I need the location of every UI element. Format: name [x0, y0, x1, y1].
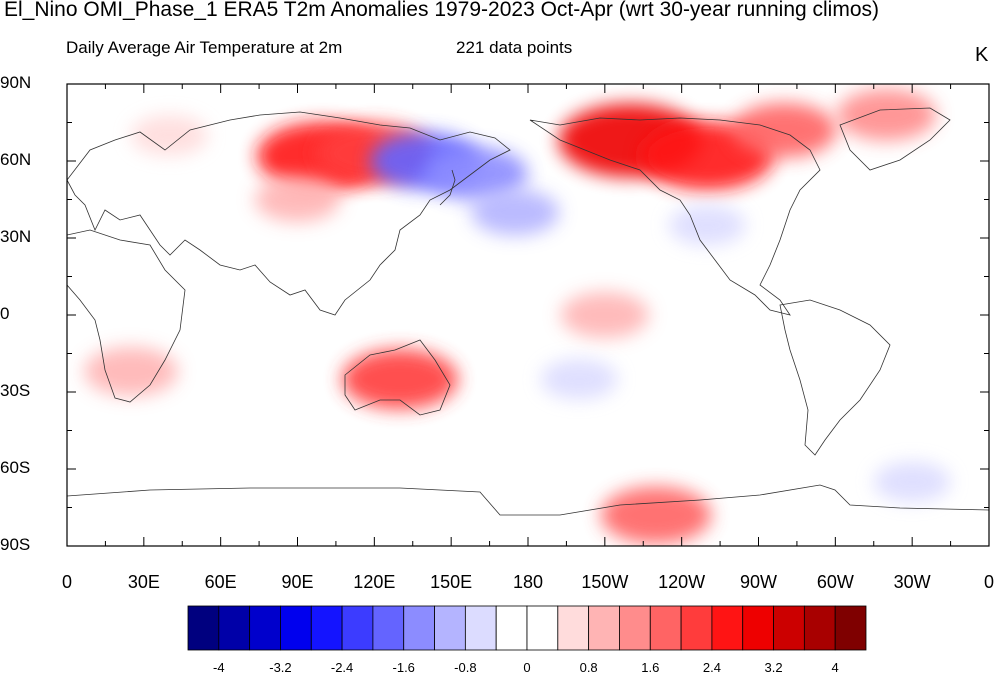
latitude-label: 60S: [0, 458, 31, 477]
colorbar-label: 3.2: [764, 660, 783, 675]
anomaly-region: [600, 486, 712, 544]
colorbar-swatch: [403, 605, 435, 651]
colorbar-swatch: [711, 605, 744, 651]
colorbar-label: -3.2: [269, 660, 292, 675]
anomaly-shading: [84, 89, 951, 544]
longitude-label: 180: [512, 572, 544, 592]
variable-subtitle: Daily Average Air Temperature at 2m: [66, 38, 343, 57]
longitude-label: 30W: [893, 572, 931, 592]
colorbar-swatch: [557, 605, 590, 651]
colorbar-swatch: [218, 605, 251, 651]
anomaly-region: [540, 358, 618, 400]
latitude-label: 30N: [0, 227, 32, 246]
longitude-label: 90E: [281, 572, 314, 592]
longitude-label: 30E: [127, 572, 160, 592]
colorbar: [187, 605, 867, 651]
longitude-label: 0: [983, 572, 995, 592]
figure-title: El_Nino OMI_Phase_1 ERA5 T2m Anomalies 1…: [4, 0, 880, 21]
longitude-label: 150E: [430, 572, 473, 592]
colorbar-swatch: [187, 605, 220, 651]
colorbar-label: -0.8: [454, 660, 477, 675]
longitude-label: 60E: [204, 572, 237, 592]
colorbar-swatch: [495, 605, 528, 651]
colorbar-swatch: [803, 605, 836, 651]
colorbar-label: 0: [523, 660, 531, 675]
anomaly-region: [471, 189, 560, 236]
latitude-label: 90S: [0, 535, 31, 554]
colorbar-swatch: [588, 605, 620, 651]
anomaly-region: [254, 177, 341, 222]
anomaly-region: [425, 147, 528, 201]
anomaly-region: [560, 292, 649, 338]
latitude-label: 60N: [0, 150, 32, 169]
anomaly-region: [84, 347, 178, 396]
coastlines: [67, 107, 989, 516]
colorbar-swatch: [773, 605, 805, 651]
map-background: [67, 84, 989, 546]
anomaly-region: [731, 103, 837, 158]
longitude-label: 120E: [353, 572, 396, 592]
colorbar-swatch: [280, 605, 312, 651]
anomaly-region: [131, 115, 208, 156]
units-label: K: [975, 44, 989, 66]
colorbar-swatch: [372, 605, 405, 651]
longitude-label: 60W: [816, 572, 854, 592]
colorbar-label: -1.6: [392, 660, 415, 675]
colorbar-label: 4: [831, 660, 839, 675]
anomaly-region: [341, 349, 458, 410]
anomaly-region: [668, 204, 746, 246]
colorbar-swatch: [341, 605, 374, 651]
colorbar-swatch: [310, 605, 343, 651]
colorbar-label: 1.6: [641, 660, 660, 675]
colorbar-swatch: [619, 605, 651, 651]
colorbar-swatch: [434, 605, 466, 651]
colorbar-swatch: [464, 605, 497, 651]
colorbar-label: -2.4: [330, 660, 354, 675]
colorbar-swatch: [680, 605, 713, 651]
longitude-label: 120W: [658, 572, 706, 592]
latitude-label: 90N: [0, 73, 32, 92]
colorbar-swatch: [249, 605, 281, 651]
colorbar-swatch: [649, 605, 682, 651]
colorbar-label: 0.8: [579, 660, 598, 675]
longitude-label: 0: [61, 572, 73, 592]
anomaly-region: [836, 89, 937, 141]
colorbar-swatch: [526, 605, 559, 651]
colorbar-swatch: [834, 605, 867, 651]
anomaly-region: [873, 461, 951, 503]
axis-ticks: [66, 83, 990, 547]
colorbar-label: -4: [213, 660, 225, 675]
longitude-label: 90W: [739, 572, 778, 592]
latitude-label: 30S: [0, 381, 31, 400]
colorbar-swatch: [742, 605, 774, 651]
latitude-label: 0: [0, 304, 10, 323]
colorbar-label: 2.4: [702, 660, 721, 675]
data-points-subtitle: 221 data points: [456, 38, 573, 57]
longitude-label: 150W: [581, 572, 629, 592]
